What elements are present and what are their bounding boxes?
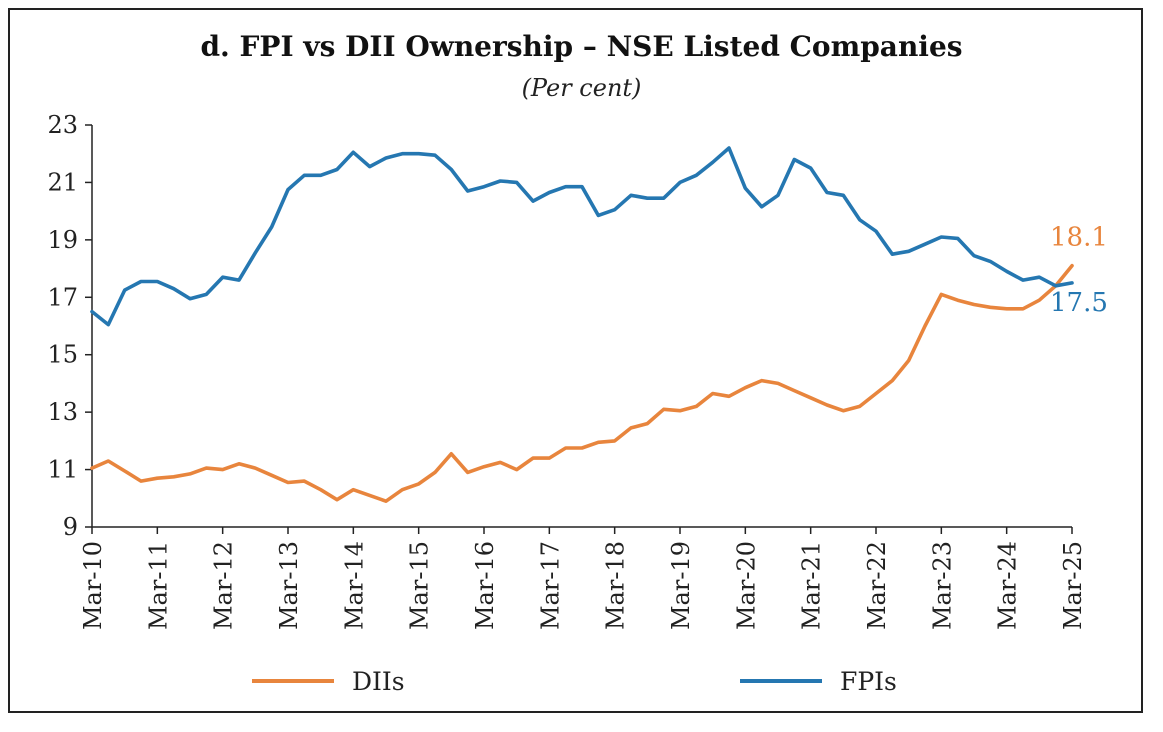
y-tick-label: 19 [47, 226, 78, 254]
series-layer: 18.1 17.5 [90, 146, 1108, 504]
series-line-diis [90, 263, 1074, 504]
y-axis: 9 11 13 15 17 19 21 23 [47, 111, 93, 541]
x-tick-label: Mar-23 [928, 541, 956, 630]
x-tick-label: Mar-19 [667, 541, 695, 630]
legend: DIIs FPIs [252, 667, 897, 696]
x-tick-label: Mar-21 [798, 541, 826, 630]
x-axis: Mar-10 Mar-11 Mar-12 Mar-13 Mar-14 Mar-15 Mar-… [79, 526, 1087, 630]
x-tick-label: Mar-18 [602, 541, 630, 630]
x-tick-label: Mar-25 [1059, 541, 1087, 630]
y-tick-label: 13 [47, 398, 78, 426]
x-tick-label: Mar-16 [471, 541, 499, 630]
x-tick-label: Mar-22 [863, 541, 891, 630]
x-tick-label: Mar-10 [79, 541, 107, 630]
x-tick-label: Mar-17 [536, 541, 564, 630]
end-label-fpis: 17.5 [1050, 288, 1108, 318]
y-tick-label: 21 [47, 168, 78, 196]
chart-title: d. FPI vs DII Ownership – NSE Listed Com… [200, 30, 963, 63]
series-line-fpis [90, 146, 1074, 327]
y-tick-label: 15 [47, 341, 78, 369]
end-label-diis: 18.1 [1050, 223, 1108, 253]
x-tick-label: Mar-14 [340, 541, 368, 630]
x-tick-label: Mar-12 [210, 541, 238, 630]
x-tick-label: Mar-24 [994, 541, 1022, 630]
y-tick-label: 9 [63, 513, 78, 541]
legend-label-diis: DIIs [352, 667, 405, 696]
y-tick-label: 23 [47, 111, 78, 139]
legend-label-fpis: FPIs [840, 667, 897, 696]
x-tick-label: Mar-15 [406, 541, 434, 630]
chart-subtitle: (Per cent) [521, 74, 642, 102]
x-tick-label: Mar-20 [732, 541, 760, 630]
x-tick-label: Mar-13 [275, 541, 303, 630]
y-tick-label: 11 [47, 456, 78, 484]
y-tick-label: 17 [47, 283, 78, 311]
x-tick-label: Mar-11 [144, 541, 172, 630]
chart-frame [8, 8, 1143, 713]
